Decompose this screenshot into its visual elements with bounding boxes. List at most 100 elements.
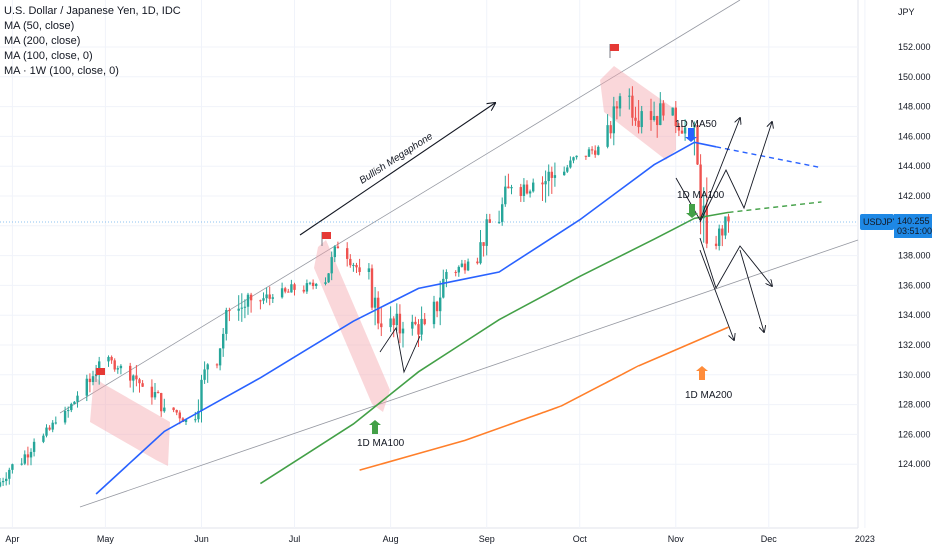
time-tick: Aug <box>383 534 399 544</box>
megaphone-label: Bullish Megaphone <box>358 131 436 187</box>
candle-body <box>206 364 209 370</box>
indicator-ma100[interactable]: MA (100, close, 0) <box>4 50 93 62</box>
flag-channel <box>90 376 170 466</box>
candle-body <box>287 291 290 293</box>
candle-body <box>67 410 70 412</box>
candle-body <box>20 463 23 465</box>
currency-label: JPY <box>898 7 915 17</box>
candle-body <box>587 149 591 157</box>
price-scale: JPY 152.000 150.000 148.000 146.000 144.000 14… <box>860 7 932 469</box>
candle-body <box>249 294 253 301</box>
candle-body <box>327 273 330 283</box>
candle-body <box>553 175 557 178</box>
indicator-ma50[interactable]: MA (50, close) <box>4 20 75 32</box>
candle-body <box>507 186 510 189</box>
flag-icon <box>322 232 331 239</box>
candle-body <box>442 278 445 298</box>
candle-body <box>612 106 615 134</box>
price-tick: 144.000 <box>898 161 931 171</box>
candle-body <box>594 150 597 155</box>
candle-body <box>401 328 405 334</box>
candle-body <box>135 375 138 380</box>
candle-body <box>389 318 392 328</box>
candle-body <box>532 182 535 192</box>
candle-body <box>724 216 727 236</box>
candle-body <box>45 427 48 436</box>
candle-body <box>618 96 622 109</box>
candle-body <box>671 107 674 116</box>
candle-body <box>290 284 293 293</box>
candle-body <box>566 167 569 172</box>
candle-body <box>330 257 333 274</box>
candle-body <box>70 403 73 411</box>
candle-body <box>352 264 355 266</box>
candle-body <box>308 282 312 284</box>
candle-body <box>222 333 225 349</box>
candle-body <box>116 368 119 370</box>
projections <box>715 146 822 214</box>
candle-body <box>674 107 677 126</box>
candle-body <box>355 264 358 268</box>
symbol-title[interactable]: U.S. Dollar / Japanese Yen, 1D, IDC <box>4 5 181 17</box>
candle-body <box>85 378 88 396</box>
candle-body <box>11 464 14 470</box>
projection-path <box>675 118 740 222</box>
candle-body <box>225 310 228 334</box>
megaphone-arrow <box>299 103 495 236</box>
indicator-ma200[interactable]: MA (200, close) <box>4 35 81 47</box>
candle-body <box>373 297 377 308</box>
candle-body <box>656 116 659 126</box>
candle-body <box>54 422 57 424</box>
candle-body <box>435 301 439 312</box>
candle-body <box>482 242 485 246</box>
candle-body <box>203 369 206 380</box>
grid <box>0 0 866 529</box>
candle-body <box>175 410 178 413</box>
candle-body <box>525 184 529 194</box>
candle-body <box>91 376 95 383</box>
candle-body <box>271 297 274 299</box>
time-tick: 2023 <box>855 534 875 544</box>
candle-body <box>259 300 262 302</box>
candle-body <box>98 361 101 375</box>
candle-body <box>377 297 380 324</box>
price-tick: 146.000 <box>898 131 931 141</box>
candle-body <box>51 422 54 430</box>
candle-body <box>265 294 268 299</box>
countdown-label: 03:51:00 <box>897 226 932 236</box>
time-tick: Oct <box>573 534 588 544</box>
candle-body <box>1 481 5 483</box>
candle-body <box>129 365 132 381</box>
candle-body <box>113 360 116 370</box>
candle-body <box>336 246 340 249</box>
indicator-ma-weekly[interactable]: MA · 1W (100, close, 0) <box>4 65 119 77</box>
price-tick: 124.000 <box>898 459 931 469</box>
candle-body <box>172 407 175 411</box>
candle-body <box>42 435 45 442</box>
price-tick: 152.000 <box>898 42 931 52</box>
candle-body <box>349 258 352 266</box>
candle-body <box>392 318 395 326</box>
candle-body <box>110 356 113 361</box>
candle-body <box>26 454 30 458</box>
candle-body <box>293 284 296 290</box>
candle-body <box>76 395 79 402</box>
candle-body <box>262 298 265 301</box>
candle-body <box>699 164 702 219</box>
candle-body <box>572 157 575 161</box>
price-tick: 150.000 <box>898 72 931 82</box>
candle-body <box>73 401 76 404</box>
candle-body <box>590 149 594 151</box>
candle-body <box>683 127 687 134</box>
last-price-label: 140.255 <box>897 216 930 226</box>
candle-body <box>228 310 231 312</box>
annotations: Bullish Megaphone 1D MA50 1D MA100 1D MA100… <box>0 44 858 449</box>
candle-body <box>411 321 414 329</box>
candle-body <box>541 182 544 185</box>
candle-body <box>569 160 572 168</box>
candle-body <box>194 419 197 421</box>
candle-body <box>488 219 491 223</box>
candle-body <box>315 283 318 286</box>
price-tick: 134.000 <box>898 310 931 320</box>
